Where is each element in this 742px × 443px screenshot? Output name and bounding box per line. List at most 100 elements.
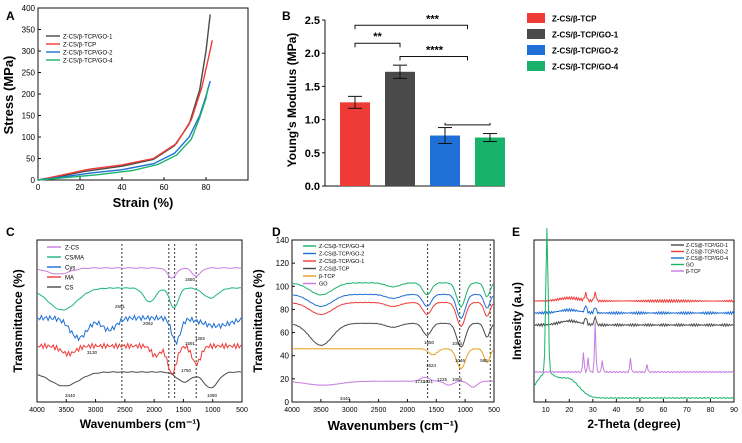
d-annotation: 1621 bbox=[423, 379, 434, 384]
a-xtick-label: 20 bbox=[76, 183, 85, 192]
d-ytick-label: 20 bbox=[280, 375, 289, 384]
d-annotation: 1225 bbox=[437, 377, 448, 382]
a-xtick-label: 40 bbox=[118, 183, 127, 192]
b-bar bbox=[340, 102, 370, 186]
e-series-line bbox=[533, 304, 735, 316]
c-annotation: 1282 bbox=[195, 336, 206, 341]
c-legend-label: Z-CS bbox=[65, 246, 79, 252]
c-annotation: 1650 bbox=[185, 277, 196, 282]
d-xtick-label: 1000 bbox=[457, 407, 473, 414]
c-legend-label: CS bbox=[65, 286, 73, 292]
a-ytick-label: 50 bbox=[26, 155, 35, 164]
e-xtick-label: 50 bbox=[636, 407, 644, 414]
a-ytick-label: 150 bbox=[22, 112, 36, 121]
d-series-line bbox=[292, 322, 494, 348]
d-legend-label: GO bbox=[319, 282, 328, 288]
d-xtick-label: 1500 bbox=[428, 407, 444, 414]
e-legend-label: Z-CS@-TCP/GO-4 bbox=[686, 256, 728, 262]
d-ytick-label: 60 bbox=[280, 329, 289, 338]
panel-a-yticks: 0 50 100 150 200 250 300 350 400 bbox=[22, 4, 41, 185]
a-legend-label: Z-CS/β-TCP/GO-2 bbox=[63, 51, 113, 57]
panel-a-xticks: 0 20 40 60 80 bbox=[36, 177, 211, 192]
b-bar bbox=[385, 71, 415, 186]
panel-a-letter: A bbox=[6, 9, 15, 23]
c-annotation: 1591 bbox=[185, 341, 196, 346]
panel-e-xticks: 10 20 30 40 50 60 70 80 90 bbox=[542, 399, 738, 414]
panel-b-bars bbox=[340, 64, 505, 186]
d-series-line bbox=[292, 282, 494, 308]
b-legend-swatch bbox=[527, 29, 545, 39]
panel-a-legend: Z-CS/β-TCP/GO-1 Z-CS/β-TCP Z-CS/β-TCP/GO-2… bbox=[46, 35, 113, 65]
d-xtick-label: 3500 bbox=[313, 407, 329, 414]
panel-d-ylabel: Transmittance (%) bbox=[251, 269, 265, 372]
d-ytick-label: 120 bbox=[276, 259, 290, 268]
a-legend-label: Z-CS/β-TCP/GO-1 bbox=[63, 35, 113, 41]
panel-d-letter: D bbox=[272, 225, 281, 239]
b-ytick-label: 0.0 bbox=[305, 181, 320, 193]
b-bar bbox=[475, 137, 505, 186]
d-xtick-label: 3000 bbox=[342, 407, 358, 414]
c-series-line bbox=[37, 371, 242, 389]
c-xtick-label: 2000 bbox=[146, 407, 162, 414]
d-legend-label: Z-CS/β-TCP/GO-2 bbox=[319, 252, 364, 258]
panel-c-ylabel: Transmittance (%) bbox=[11, 269, 25, 372]
b-sig-label: ** bbox=[373, 31, 382, 43]
b-legend-swatch bbox=[527, 45, 545, 55]
panel-c-lines bbox=[37, 267, 242, 389]
panel-b-ylabel: Young's Modulus (MPa) bbox=[285, 33, 299, 168]
b-sig-bracket bbox=[399, 56, 468, 61]
panel-d-legend: Z-CS/β-TCP/GO-4Z-CS/β-TCP/GO-2Z-CS/β-TCP… bbox=[303, 244, 364, 288]
panel-d-xticks: 4000 3500 3000 2500 2000 1500 1000 500 bbox=[284, 244, 500, 414]
panel-e-lines bbox=[533, 228, 735, 399]
panel-b-significance: ********* bbox=[354, 13, 491, 126]
d-legend-label: Z-CS/β-TCP/GO-1 bbox=[319, 259, 364, 265]
a-xtick-label: 0 bbox=[36, 183, 41, 192]
c-annotation: 3440 bbox=[65, 393, 76, 398]
b-ytick-label: 1.0 bbox=[305, 115, 320, 127]
b-legend-label: Z-CS/β-TCP bbox=[552, 15, 597, 24]
d-series-line bbox=[292, 376, 494, 388]
d-ytick-label: 0 bbox=[285, 398, 290, 407]
c-annotation: 3130 bbox=[87, 350, 98, 355]
e-legend-label: GO bbox=[686, 263, 694, 269]
b-legend-swatch bbox=[527, 13, 545, 23]
panel-c-xticks: 4000 3500 3000 2500 2000 1500 1000 500 bbox=[29, 244, 248, 414]
a-series-line bbox=[37, 40, 213, 181]
b-sig-bracket bbox=[354, 24, 468, 30]
panel-e-letter: E bbox=[512, 225, 520, 239]
c-xtick-label: 1000 bbox=[205, 407, 221, 414]
panel-d-frame bbox=[291, 239, 495, 403]
e-series-line bbox=[534, 291, 735, 304]
panel-e: E 10 20 30 40 50 60 70 80 90 Z-CS@-TCP/GO-1Z-CS@… bbox=[510, 225, 738, 431]
a-legend-label: Z-CS/β-TCP bbox=[63, 43, 96, 49]
c-xtick-label: 3500 bbox=[58, 407, 74, 414]
panel-d-yticks: 0 20 40 60 80 100 120 140 bbox=[276, 236, 295, 407]
panel-c-xlabel: Wavenumbers (cm⁻¹) bbox=[80, 417, 201, 431]
b-legend-swatch bbox=[527, 61, 545, 71]
panel-a-xlabel: Strain (%) bbox=[113, 195, 174, 210]
c-series-line bbox=[37, 342, 242, 376]
a-ytick-label: 300 bbox=[22, 47, 36, 56]
e-xtick-label: 90 bbox=[730, 407, 738, 414]
b-legend-label: Z-CS/β-TCP/GO-1 bbox=[552, 31, 619, 40]
c-annotation: 1750 bbox=[181, 368, 192, 373]
b-legend-label: Z-CS/β-TCP/GO-2 bbox=[552, 47, 619, 56]
d-xtick-label: 500 bbox=[488, 407, 500, 414]
b-ytick-label: 1.5 bbox=[305, 81, 320, 93]
d-annotation: 1624 bbox=[426, 363, 437, 368]
a-ytick-label: 0 bbox=[31, 176, 36, 185]
e-xtick-label: 10 bbox=[542, 407, 550, 414]
e-xtick-label: 20 bbox=[565, 407, 573, 414]
d-annotation: 1046 bbox=[455, 358, 466, 363]
a-series-line bbox=[37, 87, 209, 181]
e-legend-label: Z-CS@-TCP/GO-1 bbox=[686, 243, 728, 249]
e-legend-label: Z-CS@-TCP/GO-2 bbox=[686, 250, 728, 256]
d-annotation: 565 bbox=[480, 358, 488, 363]
panel-c-frame bbox=[36, 239, 243, 403]
e-xtick-label: 60 bbox=[660, 407, 668, 414]
d-ytick-label: 40 bbox=[280, 352, 289, 361]
panel-a-lines bbox=[37, 14, 213, 181]
